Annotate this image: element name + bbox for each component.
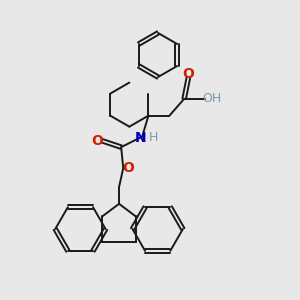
Text: N: N xyxy=(134,130,146,145)
Text: OH: OH xyxy=(202,92,222,105)
Text: H: H xyxy=(149,131,158,144)
Text: O: O xyxy=(122,161,134,175)
Text: O: O xyxy=(182,67,194,81)
Text: O: O xyxy=(91,134,103,148)
